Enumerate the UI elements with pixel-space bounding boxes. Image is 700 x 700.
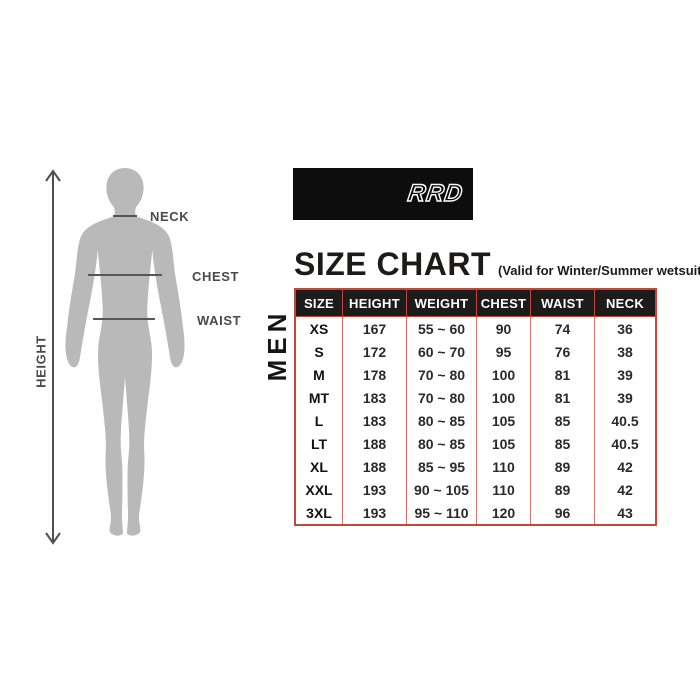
size-cell: MT [294,386,343,409]
value-cell: 100 [476,363,531,386]
value-cell: 193 [342,478,407,501]
size-cell: XL [294,455,343,478]
value-cell: 188 [342,455,407,478]
value-cell: 96 [530,501,595,525]
value-cell: 90 [476,316,531,340]
column-header: WAIST [530,289,595,317]
table-row: L 183 80 ~ 85 105 85 40.5 [294,409,657,432]
table-row: LT 188 80 ~ 85 105 85 40.5 [294,432,657,455]
value-cell: 38 [594,340,657,363]
value-cell: 36 [594,316,657,340]
value-cell: 81 [530,363,595,386]
value-cell: 70 ~ 80 [406,386,477,409]
table-row: S 172 60 ~ 70 95 76 38 [294,340,657,363]
waist-label: WAIST [197,313,242,328]
size-cell: S [294,340,343,363]
brand-banner: RRD [293,168,473,220]
value-cell: 178 [342,363,407,386]
value-cell: 76 [530,340,595,363]
measurement-lines [88,215,162,320]
value-cell: 80 ~ 85 [406,409,477,432]
value-cell: 95 [476,340,531,363]
value-cell: 74 [530,316,595,340]
value-cell: 55 ~ 60 [406,316,477,340]
arrowhead-down [45,532,61,545]
size-cell: 3XL [294,501,343,525]
value-cell: 81 [530,386,595,409]
table-row: XS 167 55 ~ 60 90 74 36 [294,316,657,340]
size-cell: L [294,409,343,432]
value-cell: 40.5 [594,409,657,432]
value-cell: 120 [476,501,531,525]
table-header: SIZE HEIGHT WEIGHT CHEST WAIST NECK [294,289,657,317]
column-header: SIZE [294,289,343,317]
table-row: M 178 70 ~ 80 100 81 39 [294,363,657,386]
chest-label: CHEST [192,269,240,284]
size-cell: XXL [294,478,343,501]
arrowhead-up [45,169,61,182]
value-cell: 105 [476,409,531,432]
column-header: WEIGHT [406,289,477,317]
value-cell: 95 ~ 110 [406,501,477,525]
value-cell: 188 [342,432,407,455]
value-cell: 42 [594,478,657,501]
value-cell: 172 [342,340,407,363]
value-cell: 80 ~ 85 [406,432,477,455]
value-cell: 110 [476,478,531,501]
size-cell: LT [294,432,343,455]
size-cell: XS [294,316,343,340]
header-row: SIZE HEIGHT WEIGHT CHEST WAIST NECK [294,289,657,317]
rrd-logo: RRD [405,179,465,207]
value-cell: 105 [476,432,531,455]
size-chart-table: SIZE HEIGHT WEIGHT CHEST WAIST NECK XS 167 55 ~… [294,288,657,526]
page-title: SIZE CHART [294,246,491,282]
height-arrow [45,169,61,545]
table-body: XS 167 55 ~ 60 90 74 36 S 172 60 ~ 70 95 76 38 M 178 7… [294,316,657,525]
value-cell: 85 ~ 95 [406,455,477,478]
table-row: XL 188 85 ~ 95 110 89 42 [294,455,657,478]
value-cell: 85 [530,409,595,432]
column-header: HEIGHT [342,289,407,317]
value-cell: 43 [594,501,657,525]
value-cell: 110 [476,455,531,478]
value-cell: 90 ~ 105 [406,478,477,501]
value-cell: 167 [342,316,407,340]
title-row: SIZE CHART (Valid for Winter/Summer wets… [294,248,700,280]
body-measurement-diagram [45,168,185,545]
table-row: 3XL 193 95 ~ 110 120 96 43 [294,501,657,525]
value-cell: 70 ~ 80 [406,363,477,386]
height-label: HEIGHT [33,335,49,388]
size-cell: M [294,363,343,386]
value-cell: 183 [342,409,407,432]
column-header: CHEST [476,289,531,317]
value-cell: 39 [594,363,657,386]
value-cell: 85 [530,432,595,455]
value-cell: 193 [342,501,407,525]
table-row: MT 183 70 ~ 80 100 81 39 [294,386,657,409]
gender-label-men: MEN [262,308,292,382]
gender-label-box: MEN [262,308,292,382]
value-cell: 89 [530,455,595,478]
value-cell: 40.5 [594,432,657,455]
table-row: XXL 193 90 ~ 105 110 89 42 [294,478,657,501]
page-subtitle: (Valid for Winter/Summer wetsuits) [498,263,700,278]
value-cell: 42 [594,455,657,478]
value-cell: 60 ~ 70 [406,340,477,363]
value-cell: 39 [594,386,657,409]
value-cell: 89 [530,478,595,501]
neck-label: NECK [150,209,190,224]
value-cell: 100 [476,386,531,409]
value-cell: 183 [342,386,407,409]
column-header: NECK [594,289,657,317]
